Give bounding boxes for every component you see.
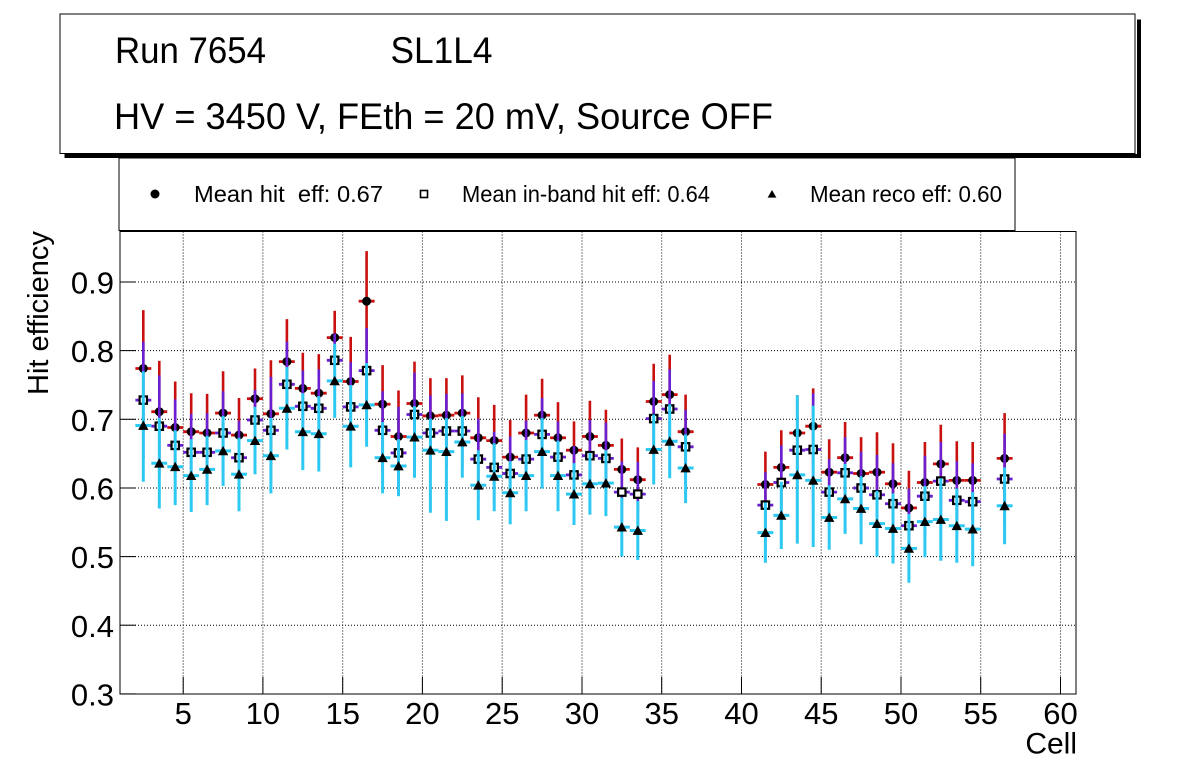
svg-text:35: 35 <box>644 696 678 731</box>
svg-text:0.3: 0.3 <box>71 677 114 712</box>
svg-text:20: 20 <box>405 696 439 731</box>
svg-text:0.7: 0.7 <box>71 403 114 438</box>
svg-text:25: 25 <box>485 696 519 731</box>
svg-text:45: 45 <box>804 696 838 731</box>
svg-text:Mean reco eff: 0.60: Mean reco eff: 0.60 <box>810 181 1002 207</box>
svg-text:40: 40 <box>724 696 758 731</box>
svg-text:HV = 3450 V, FEth = 20 mV, Sou: HV = 3450 V, FEth = 20 mV, Source OFF <box>114 96 773 137</box>
svg-text:Mean in-band hit eff: 0.64: Mean in-band hit eff: 0.64 <box>462 181 710 207</box>
svg-text:5: 5 <box>175 696 192 731</box>
svg-text:SL1L4: SL1L4 <box>391 30 493 71</box>
svg-text:0.4: 0.4 <box>71 609 114 644</box>
svg-text:Cell: Cell <box>1025 728 1077 761</box>
svg-text:50: 50 <box>884 696 918 731</box>
svg-text:Run 7654: Run 7654 <box>115 30 266 71</box>
svg-text:0.6: 0.6 <box>71 472 114 507</box>
svg-text:Hit efficiency: Hit efficiency <box>23 231 55 395</box>
svg-text:10: 10 <box>246 696 280 731</box>
svg-text:0.5: 0.5 <box>71 540 114 575</box>
svg-text:Mean hit eff: 0.67: Mean hit eff: 0.67 <box>194 181 383 207</box>
svg-text:0.8: 0.8 <box>71 334 114 369</box>
svg-text:55: 55 <box>963 696 997 731</box>
svg-text:60: 60 <box>1043 696 1077 731</box>
svg-text:30: 30 <box>565 696 599 731</box>
svg-text:0.9: 0.9 <box>71 266 114 301</box>
svg-text:15: 15 <box>325 696 359 731</box>
